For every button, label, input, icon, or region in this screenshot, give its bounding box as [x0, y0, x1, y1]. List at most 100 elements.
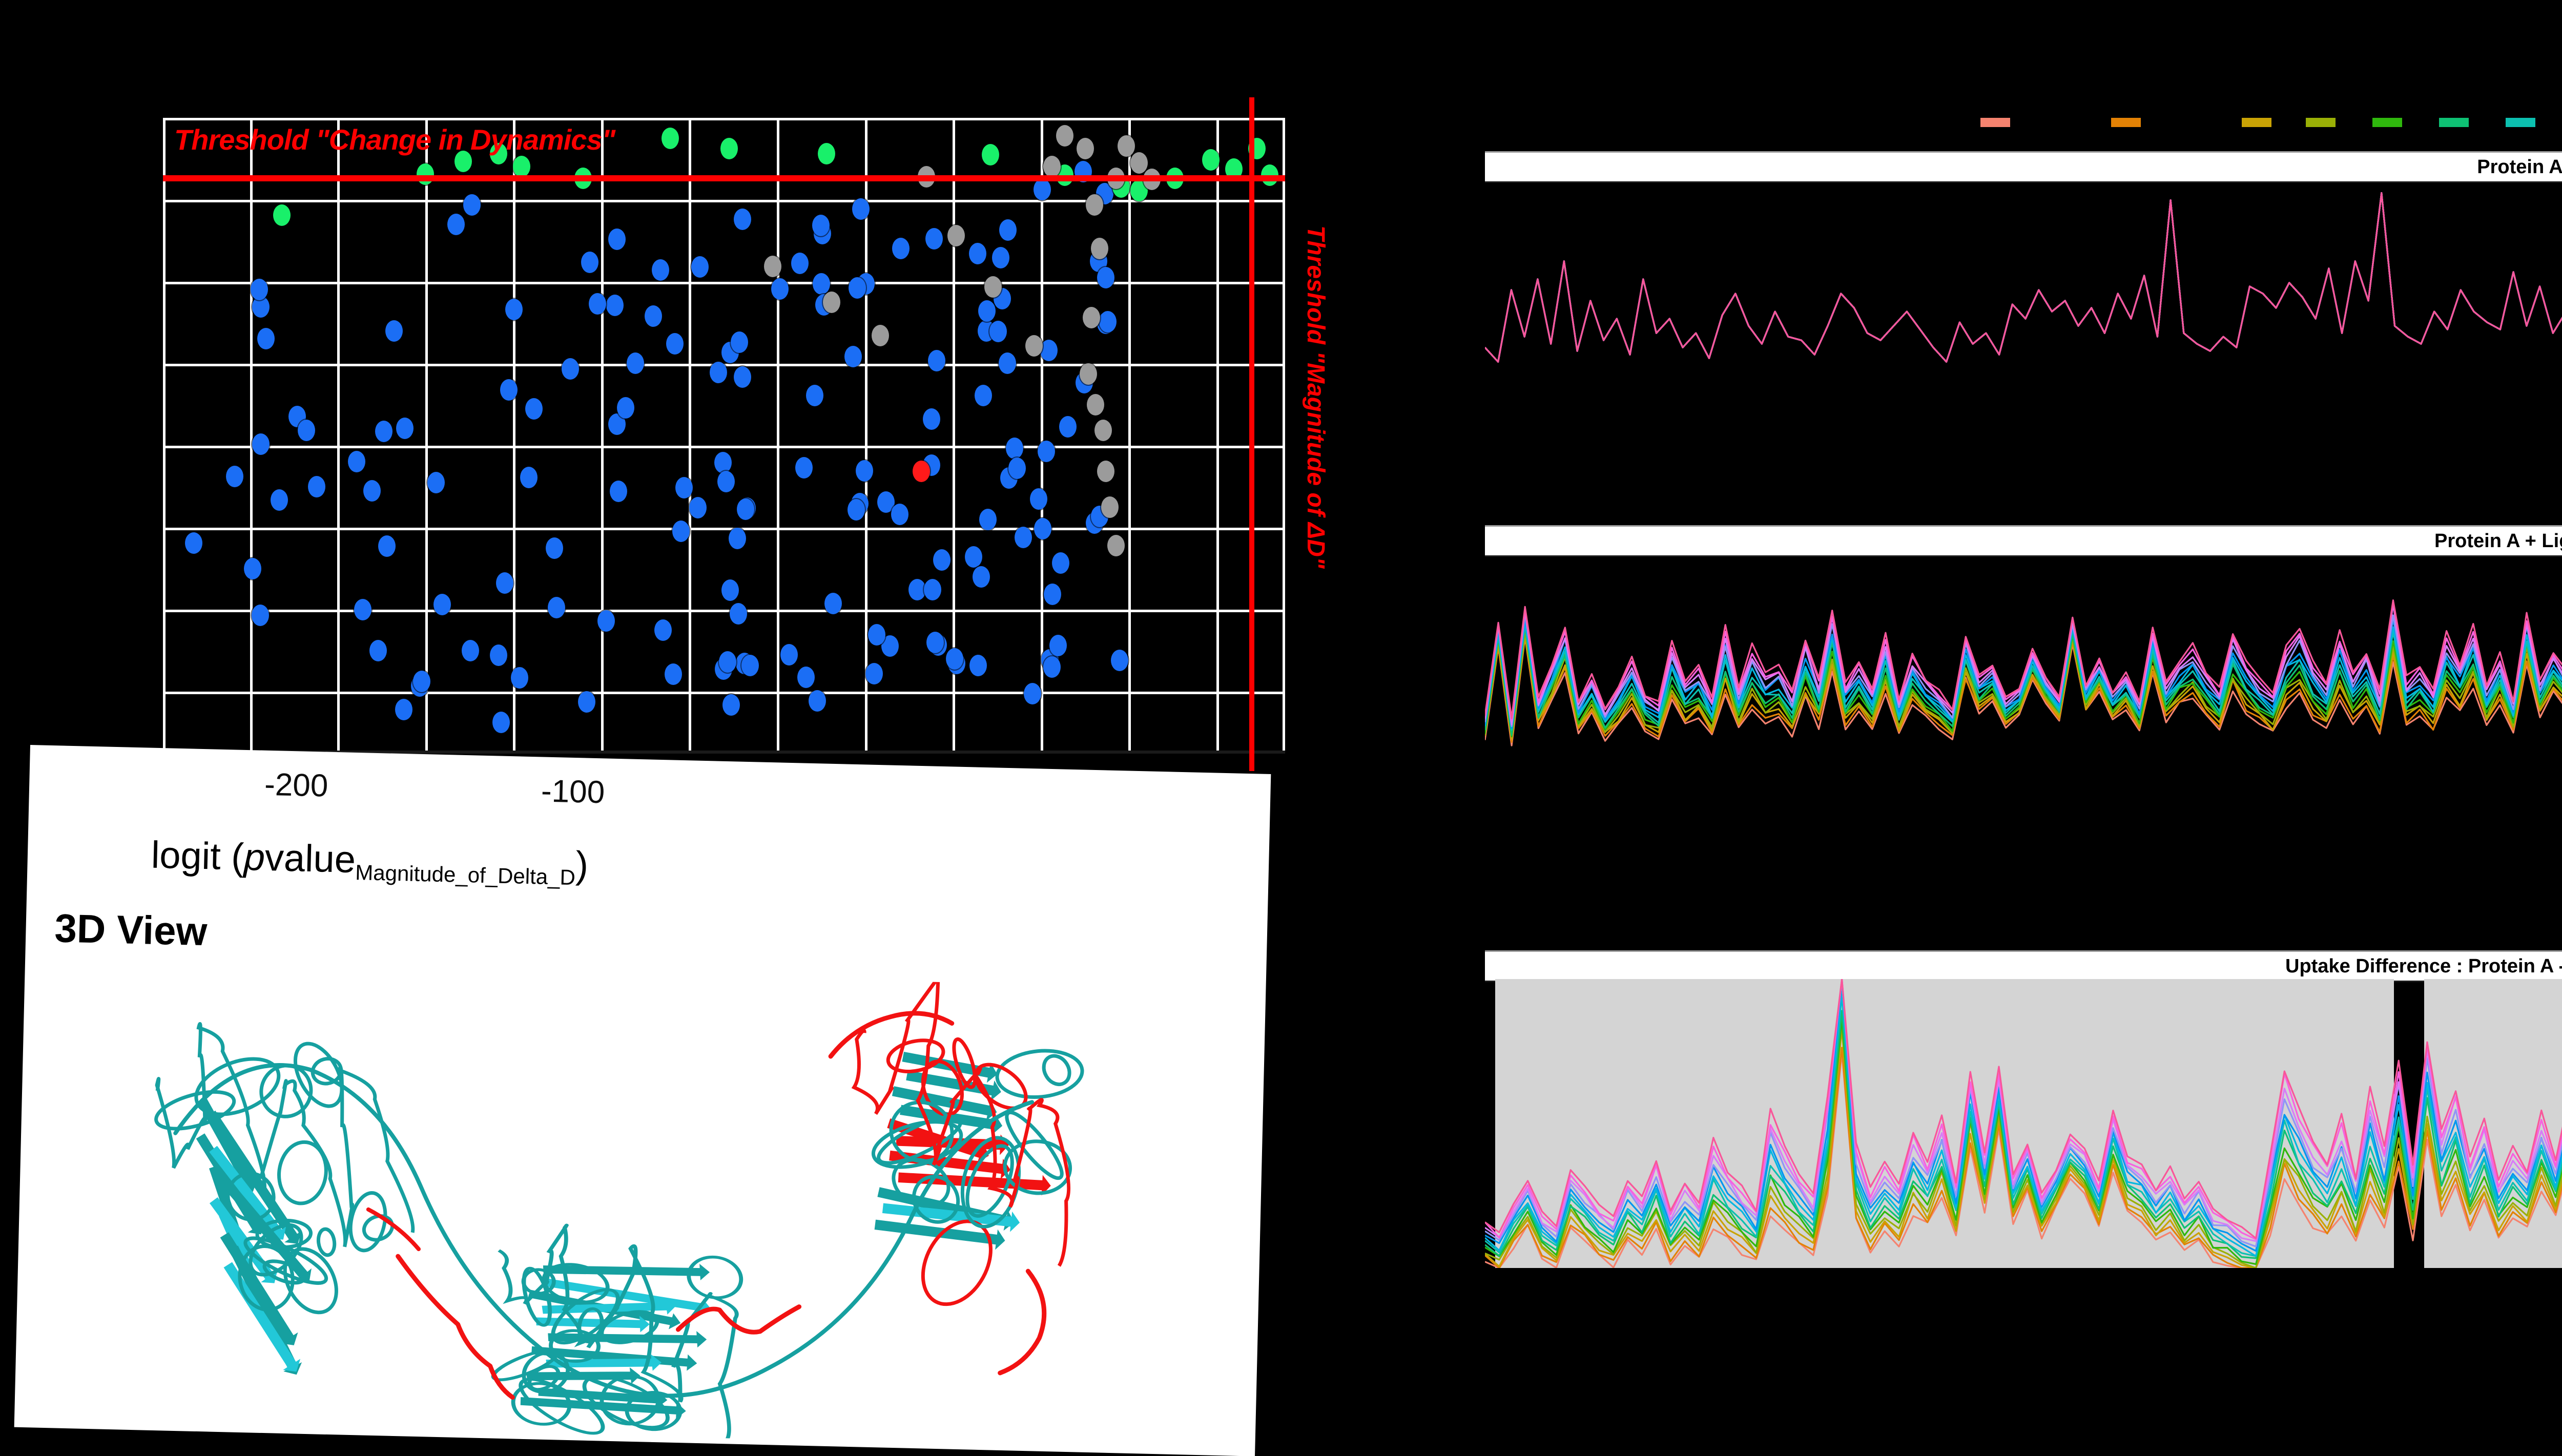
- uptake-trace-canvas-uptake-difference[interactable]: [1485, 979, 2562, 1268]
- scatter-point[interactable]: [979, 509, 997, 531]
- scatter-point[interactable]: [1077, 138, 1094, 159]
- scatter-point[interactable]: [969, 654, 987, 676]
- uptake-series-line[interactable]: [1485, 979, 2562, 1239]
- scatter-point[interactable]: [273, 204, 291, 226]
- scatter-point[interactable]: [992, 247, 1010, 269]
- scatter-point[interactable]: [1059, 416, 1077, 438]
- scatter-point[interactable]: [578, 691, 596, 713]
- uptake-panel-protein-a[interactable]: Protein A: [1485, 151, 2562, 377]
- scatter-point[interactable]: [606, 294, 624, 316]
- scatter-point[interactable]: [525, 398, 543, 420]
- scatter-point[interactable]: [417, 163, 434, 185]
- scatter-point[interactable]: [927, 350, 945, 372]
- scatter-point[interactable]: [974, 384, 992, 406]
- protein-ribbon-structure[interactable]: [107, 963, 1173, 1448]
- threshold-line-vertical[interactable]: [1249, 97, 1254, 771]
- scatter-point[interactable]: [597, 610, 615, 632]
- scatter-point[interactable]: [964, 546, 982, 568]
- scatter-point[interactable]: [654, 619, 672, 641]
- uptake-panel-protein-a-ligand[interactable]: Protein A + Ligand: [1485, 525, 2562, 751]
- scatter-point[interactable]: [1025, 335, 1043, 357]
- scatter-point[interactable]: [848, 277, 866, 299]
- scatter-point[interactable]: [396, 418, 414, 440]
- scatter-point[interactable]: [731, 331, 749, 353]
- scatter-point[interactable]: [490, 143, 507, 164]
- scatter-point[interactable]: [913, 461, 930, 482]
- uptake-series-line[interactable]: [1485, 554, 2562, 719]
- scatter-point[interactable]: [865, 663, 883, 685]
- scatter-point[interactable]: [868, 624, 886, 646]
- scatter-point[interactable]: [462, 640, 479, 661]
- scatter-point[interactable]: [545, 537, 563, 559]
- scatter-point[interactable]: [395, 699, 412, 720]
- scatter-point[interactable]: [999, 219, 1017, 241]
- scatter-point[interactable]: [892, 238, 910, 260]
- scatter-point[interactable]: [709, 362, 727, 384]
- legend-color-swatch[interactable]: [2242, 118, 2271, 127]
- scatter-point[interactable]: [1049, 635, 1067, 657]
- scatter-point[interactable]: [369, 640, 387, 661]
- scatter-point[interactable]: [946, 648, 964, 670]
- scatter-point[interactable]: [808, 690, 826, 712]
- scatter-point[interactable]: [1040, 340, 1058, 362]
- scatter-point[interactable]: [495, 572, 513, 594]
- scatter-point[interactable]: [1015, 527, 1032, 549]
- uptake-series-line[interactable]: [1485, 192, 2562, 363]
- scatter-point[interactable]: [548, 597, 566, 619]
- scatter-point[interactable]: [1099, 311, 1117, 333]
- uptake-series-line[interactable]: [1485, 979, 2562, 1252]
- scatter-point[interactable]: [1005, 438, 1023, 460]
- scatter-point[interactable]: [764, 256, 781, 277]
- scatter-point[interactable]: [251, 604, 269, 626]
- scatter-point[interactable]: [925, 227, 943, 249]
- scatter-point[interactable]: [510, 667, 528, 689]
- uptake-trace-canvas-protein-a[interactable]: [1485, 180, 2562, 377]
- uptake-series-line[interactable]: [1485, 192, 2562, 365]
- scatter-point[interactable]: [691, 256, 709, 278]
- scatter-point[interactable]: [872, 325, 889, 346]
- uptake-series-line[interactable]: [1485, 994, 2562, 1257]
- scatter-point[interactable]: [308, 476, 325, 497]
- scatter-point[interactable]: [363, 480, 381, 502]
- scatter-point[interactable]: [672, 520, 690, 542]
- scatter-point[interactable]: [1083, 307, 1100, 328]
- scatter-point[interactable]: [608, 228, 626, 251]
- scatter-point[interactable]: [823, 292, 840, 313]
- scatter-point[interactable]: [662, 128, 679, 149]
- scatter-point[interactable]: [733, 366, 751, 388]
- scatter-point[interactable]: [378, 535, 396, 557]
- scatter-point[interactable]: [665, 663, 683, 685]
- scatter-point[interactable]: [490, 644, 508, 666]
- scatter-point[interactable]: [714, 451, 732, 473]
- scatter-point[interactable]: [780, 644, 798, 666]
- scatter-point[interactable]: [505, 299, 523, 321]
- scatter-point[interactable]: [721, 579, 739, 601]
- scatter-point[interactable]: [1110, 650, 1128, 672]
- scatter-point[interactable]: [812, 214, 830, 236]
- scatter-point[interactable]: [973, 566, 990, 588]
- scatter-point[interactable]: [736, 498, 754, 520]
- scatter-point[interactable]: [984, 276, 1002, 298]
- uptake-series-line[interactable]: [1485, 192, 2562, 363]
- scatter-point[interactable]: [1029, 488, 1047, 510]
- uptake-series-line[interactable]: [1485, 1010, 2562, 1259]
- scatter-point[interactable]: [989, 321, 1007, 343]
- scatter-point[interactable]: [1097, 267, 1114, 289]
- scatter-point[interactable]: [722, 694, 740, 716]
- scatter-point[interactable]: [1118, 135, 1135, 157]
- scatter-point[interactable]: [1043, 583, 1061, 605]
- scatter-point[interactable]: [734, 208, 752, 230]
- scatter-point[interactable]: [924, 578, 942, 600]
- scatter-point[interactable]: [226, 466, 243, 487]
- uptake-series-line[interactable]: [1485, 192, 2562, 363]
- uptake-series-line[interactable]: [1485, 192, 2562, 363]
- scatter-point[interactable]: [729, 603, 747, 625]
- uptake-series-line[interactable]: [1485, 192, 2562, 363]
- legend-color-swatch[interactable]: [2439, 118, 2469, 127]
- scatter-point[interactable]: [813, 273, 831, 295]
- scatter-point[interactable]: [1056, 125, 1073, 147]
- scatter-point[interactable]: [968, 242, 986, 264]
- uptake-series-line[interactable]: [1485, 192, 2562, 369]
- scatter-point[interactable]: [589, 293, 607, 315]
- scatter-point[interactable]: [908, 578, 926, 600]
